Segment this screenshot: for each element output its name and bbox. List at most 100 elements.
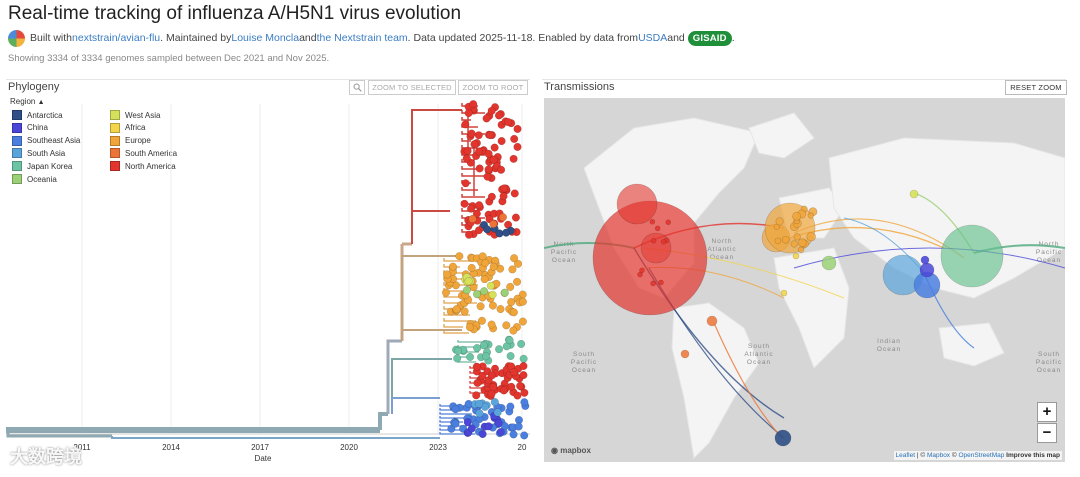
tree-tip[interactable] — [460, 199, 469, 208]
tree-tip[interactable] — [475, 409, 484, 418]
tree-tip[interactable] — [513, 259, 523, 268]
tree-tip[interactable] — [473, 378, 482, 387]
tree-tip[interactable] — [484, 165, 493, 174]
region-circle[interactable] — [821, 255, 837, 271]
region-circle[interactable] — [781, 235, 790, 244]
tree-tip[interactable] — [506, 402, 515, 411]
tree-tip[interactable] — [461, 120, 470, 129]
tree-tip[interactable] — [443, 270, 452, 279]
region-circle[interactable] — [774, 237, 782, 245]
tree-tip[interactable] — [478, 429, 487, 439]
tree-tip[interactable] — [475, 201, 484, 210]
tree-tip[interactable] — [474, 147, 484, 156]
region-circle[interactable] — [774, 429, 792, 447]
tree-tip[interactable] — [480, 275, 489, 284]
tree-tip[interactable] — [497, 165, 506, 174]
phylogeny-tree[interactable]: 2011 2014 2017 2020 2023 20 Date — [0, 96, 540, 466]
tree-tip[interactable] — [465, 323, 474, 332]
tree-tip[interactable] — [451, 405, 460, 414]
legend-item[interactable]: North America — [110, 161, 176, 172]
tree-tip[interactable] — [472, 362, 481, 371]
zoom-out-button[interactable]: − — [1037, 423, 1057, 443]
tree-tip[interactable] — [478, 252, 487, 261]
tree-tip[interactable] — [507, 298, 516, 307]
tree-tip[interactable] — [482, 114, 491, 123]
leaflet-link[interactable]: Leaflet — [895, 452, 916, 459]
tree-tip[interactable] — [484, 422, 493, 431]
tree-tip[interactable] — [475, 399, 484, 408]
map-canvas[interactable]: NorthPacificOceanNorthAtlanticOceanSouth… — [544, 98, 1065, 462]
tree-tip[interactable] — [467, 263, 476, 272]
region-circle[interactable] — [650, 280, 656, 287]
tree-tip[interactable] — [518, 297, 527, 306]
region-circle[interactable] — [920, 255, 930, 265]
legend-item[interactable]: Europe — [110, 135, 151, 146]
tree-tip[interactable] — [464, 108, 473, 118]
tree-tip[interactable] — [472, 290, 482, 299]
tree-tip[interactable] — [489, 262, 498, 271]
tree-tip[interactable] — [453, 346, 463, 355]
tree-tip[interactable] — [479, 341, 488, 350]
tree-tip[interactable] — [463, 418, 472, 427]
mapbox-link[interactable]: Mapbox — [926, 452, 951, 459]
tree-tip[interactable] — [490, 397, 499, 407]
tree-tip[interactable] — [506, 282, 515, 291]
tree-tip[interactable] — [520, 398, 529, 407]
region-circle[interactable] — [649, 218, 656, 225]
tree-tip[interactable] — [481, 258, 490, 268]
tree-tip[interactable] — [455, 252, 464, 261]
tree-tip[interactable] — [516, 381, 525, 391]
tree-tip[interactable] — [489, 383, 498, 392]
tree-tip[interactable] — [464, 230, 474, 239]
region-circle[interactable] — [919, 262, 935, 278]
region-circle[interactable] — [706, 315, 718, 327]
region-circle[interactable] — [680, 349, 690, 359]
zoom-to-selected-button[interactable]: ZOOM TO SELECTED — [368, 80, 456, 95]
legend-item[interactable]: Antarctica — [12, 110, 63, 120]
tree-tip[interactable] — [448, 262, 458, 271]
tree-tip[interactable] — [500, 288, 509, 297]
maintainer-link[interactable]: Louise Moncla — [231, 32, 300, 44]
tree-tip[interactable] — [494, 418, 503, 428]
legend-item[interactable]: Southeast Asia — [12, 135, 80, 146]
tree-tip[interactable] — [519, 354, 528, 363]
tree-tip[interactable] — [460, 307, 469, 316]
tree-tip[interactable] — [498, 213, 507, 222]
tree-tip[interactable] — [511, 213, 520, 222]
legend-item[interactable]: South America — [110, 148, 177, 159]
tree-tip[interactable] — [477, 316, 487, 325]
region-circle[interactable] — [665, 219, 672, 226]
tree-tip[interactable] — [506, 351, 515, 361]
tree-tip[interactable] — [483, 225, 492, 234]
region-circle[interactable] — [909, 189, 919, 199]
repo-link[interactable]: nextstrain/avian-flu — [72, 32, 161, 44]
region-circle[interactable] — [658, 279, 664, 286]
tree-tip[interactable] — [463, 146, 472, 155]
tree-tip[interactable] — [453, 354, 462, 363]
region-circle[interactable] — [780, 289, 788, 297]
osm-link[interactable]: OpenStreetMap — [958, 452, 1005, 459]
tree-tip[interactable] — [509, 368, 519, 377]
tree-tip[interactable] — [468, 214, 477, 224]
legend-title[interactable]: Region ▲ — [10, 97, 45, 106]
tree-tip[interactable] — [488, 290, 497, 299]
tree-tip[interactable] — [502, 228, 511, 237]
tree-tip[interactable] — [466, 352, 475, 361]
tree-tip[interactable] — [489, 155, 498, 164]
tree-tip[interactable] — [508, 265, 517, 274]
gisaid-logo[interactable]: GISAID — [687, 30, 732, 46]
tree-tip[interactable] — [452, 305, 461, 314]
tree-tip[interactable] — [487, 320, 496, 329]
tree-tip[interactable] — [472, 391, 481, 400]
tree-tip[interactable] — [475, 164, 484, 173]
tree-tip[interactable] — [476, 302, 485, 311]
tree-tip[interactable] — [509, 430, 518, 439]
zoom-in-button[interactable]: + — [1037, 402, 1057, 422]
tree-tip[interactable] — [497, 137, 506, 146]
tree-tip[interactable] — [504, 117, 513, 127]
tree-tip[interactable] — [481, 352, 491, 361]
region-circle[interactable] — [797, 246, 805, 253]
tree-tip[interactable] — [469, 100, 478, 109]
region-circle[interactable] — [773, 223, 780, 230]
legend-item[interactable]: Africa — [110, 122, 145, 133]
